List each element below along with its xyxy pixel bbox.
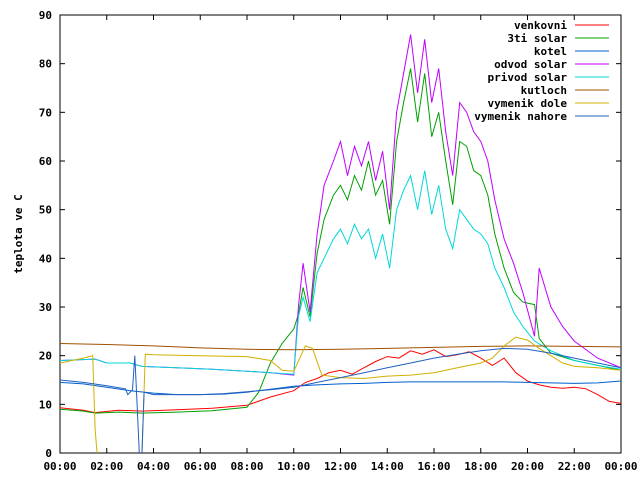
y-tick-label: 0 — [45, 447, 52, 460]
y-tick-label: 70 — [39, 106, 52, 119]
x-tick-label: 06:00 — [184, 460, 217, 473]
legend-label: vymenik dole — [488, 97, 568, 110]
x-tick-label: 04:00 — [137, 460, 170, 473]
y-tick-label: 90 — [39, 9, 52, 22]
y-tick-labels: 0 10 20 30 40 50 60 70 80 90 — [39, 9, 52, 460]
series-line-vymenik-dole — [60, 336, 621, 453]
series-line-kotel — [60, 380, 621, 396]
series-line-venkovni — [60, 349, 621, 414]
y-tick-label: 20 — [39, 350, 52, 363]
y-tick-label: 50 — [39, 204, 52, 217]
y-tick-label: 10 — [39, 398, 52, 411]
x-tick-label: 00:00 — [43, 460, 76, 473]
x-tick-label: 18:00 — [464, 460, 497, 473]
x-tick-label: 14:00 — [371, 460, 404, 473]
tick-marks — [59, 14, 622, 454]
legend-label: vymenik nahore — [474, 110, 567, 123]
series-line-3ti-solar — [60, 68, 621, 414]
x-tick-label: 16:00 — [417, 460, 450, 473]
x-tick-label: 12:00 — [324, 460, 357, 473]
legend-label: kutloch — [521, 84, 567, 97]
x-tick-label: 10:00 — [277, 460, 310, 473]
y-axis-label: teplota ve C — [12, 194, 25, 273]
legend-label: 3ti solar — [507, 32, 567, 45]
legend-label: kotel — [534, 45, 567, 58]
legend-label: venkovni — [514, 19, 567, 32]
x-tick-label: 22:00 — [558, 460, 591, 473]
y-tick-label: 30 — [39, 301, 52, 314]
x-tick-label: 02:00 — [90, 460, 123, 473]
x-tick-label: 20:00 — [511, 460, 544, 473]
legend-label: privod solar — [488, 71, 568, 84]
y-tick-label: 40 — [39, 252, 52, 265]
x-tick-labels: 00:00 02:00 04:00 06:00 08:00 10:00 12:00 14:00… — [43, 460, 637, 473]
y-tick-label: 60 — [39, 155, 52, 168]
legend-label: odvod solar — [494, 58, 567, 71]
series-line-vymenik-nahore — [60, 347, 621, 453]
series-line-privod-solar — [60, 170, 621, 375]
x-tick-label: 08:00 — [230, 460, 263, 473]
y-tick-label: 80 — [39, 58, 52, 71]
series-line-kutloch — [60, 343, 621, 351]
x-tick-label: 00:00 — [604, 460, 637, 473]
series-lines — [60, 34, 621, 453]
